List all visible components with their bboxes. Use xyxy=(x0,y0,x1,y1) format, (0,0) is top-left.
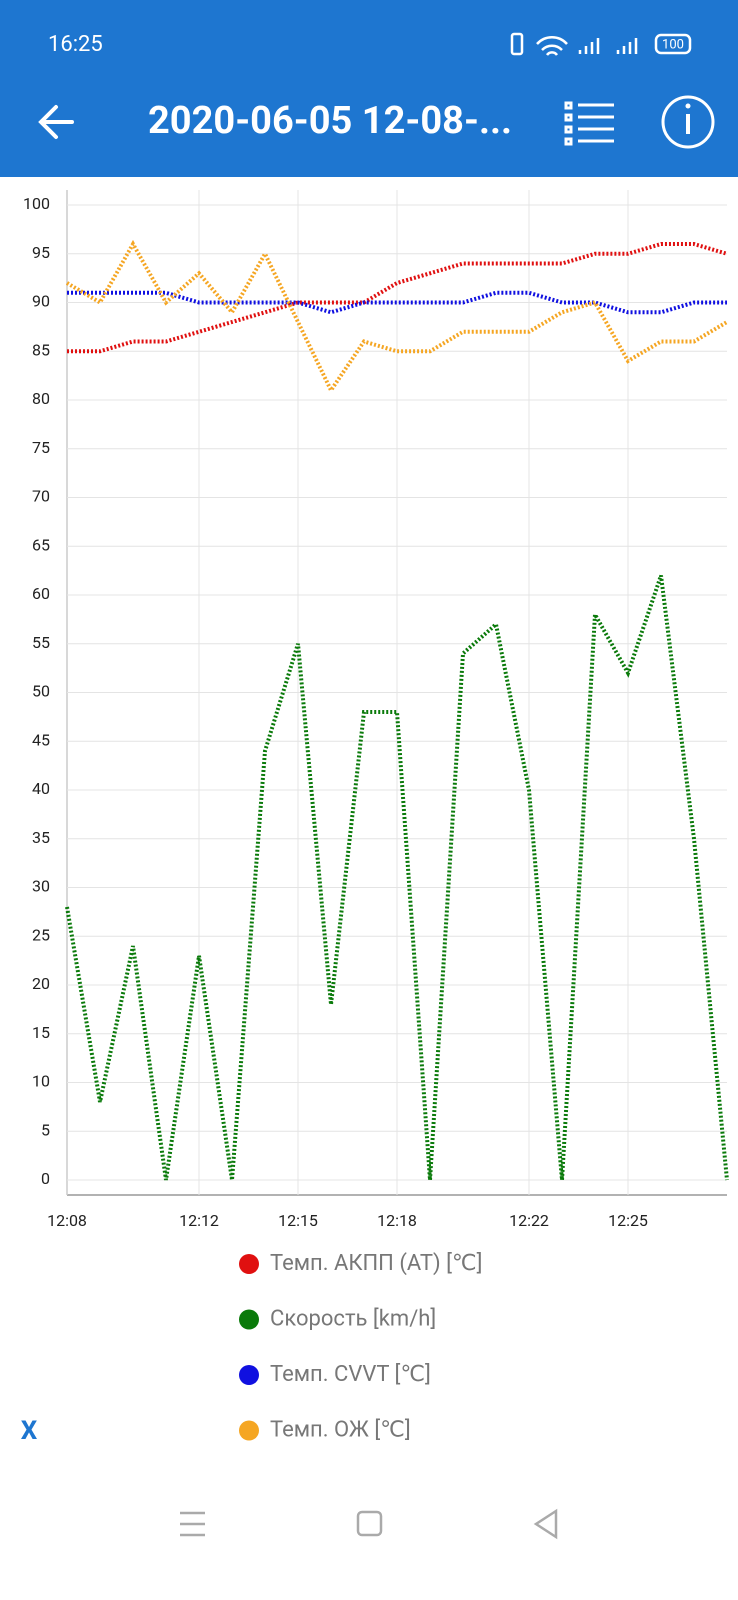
legend-label: Темп. ОЖ [℃] xyxy=(270,1417,411,1442)
y-tick-label: 80 xyxy=(32,389,50,408)
y-tick-label: 100 xyxy=(23,194,50,213)
y-tick-label: 60 xyxy=(32,584,50,603)
y-tick-label: 85 xyxy=(32,340,50,359)
legend-swatch xyxy=(239,1365,259,1385)
legend-label: Темп. CVVT [℃] xyxy=(270,1362,431,1387)
close-button[interactable]: X xyxy=(21,1416,38,1446)
legend-swatch xyxy=(239,1420,259,1441)
y-tick-label: 30 xyxy=(32,877,50,896)
chart: 0 5 10 15 20 25 30 35 40 45 50 55 60 65 70 75 80 85 90 95 10… xyxy=(23,190,729,1442)
x-tick-label: 12:22 xyxy=(509,1211,549,1230)
nav-menu[interactable] xyxy=(180,1511,205,1537)
nav-home[interactable] xyxy=(356,1510,383,1537)
series-line xyxy=(67,290,727,315)
y-tick-label: 50 xyxy=(32,682,50,701)
x-tick-label: 12:08 xyxy=(47,1211,87,1230)
x-tick-label: 12:15 xyxy=(278,1211,318,1230)
y-tick-label: 65 xyxy=(32,535,50,554)
y-tick-label: 90 xyxy=(32,292,50,311)
y-tick-label: 0 xyxy=(41,1169,50,1188)
legend-label: Темп. АКПП (AT) [℃] xyxy=(270,1251,482,1276)
nav-back[interactable] xyxy=(533,1508,558,1540)
y-tick-label: 45 xyxy=(32,730,50,749)
y-tick-label: 10 xyxy=(32,1072,50,1091)
status-icons xyxy=(510,32,692,56)
status-time: 16:25 xyxy=(48,32,103,57)
legend-swatch xyxy=(239,1309,259,1330)
battery-level: 100 xyxy=(662,37,684,52)
y-tick-label: 25 xyxy=(32,925,50,944)
y-tick-label: 5 xyxy=(41,1120,50,1139)
back-button[interactable] xyxy=(38,105,74,139)
info-button[interactable] xyxy=(661,95,715,149)
y-tick-label: 15 xyxy=(32,1023,50,1042)
y-tick-label: 70 xyxy=(32,487,50,506)
y-tick-label: 55 xyxy=(32,633,50,652)
x-tick-label: 12:25 xyxy=(608,1211,648,1230)
legend-label: Скорость [km/h] xyxy=(270,1306,436,1331)
toolbar-title: 2020-06-05 12-08-... xyxy=(148,99,512,143)
x-tick-label: 12:12 xyxy=(179,1211,219,1230)
y-tick-label: 35 xyxy=(32,828,50,847)
list-button[interactable] xyxy=(564,101,614,146)
y-tick-label: 40 xyxy=(32,779,50,798)
app-bar xyxy=(0,0,738,177)
y-tick-label: 75 xyxy=(32,438,50,457)
y-tick-label: 20 xyxy=(32,974,50,993)
legend-swatch xyxy=(239,1254,259,1274)
x-tick-label: 12:18 xyxy=(377,1211,417,1230)
series-line xyxy=(65,574,729,1181)
y-tick-label: 95 xyxy=(32,243,50,262)
